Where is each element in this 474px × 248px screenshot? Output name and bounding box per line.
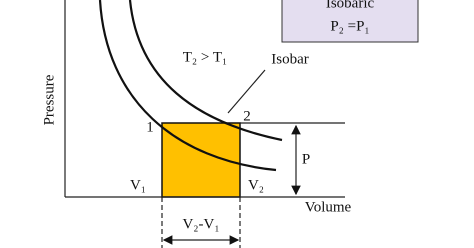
y-axis-label: Pressure (41, 74, 57, 125)
isobar-leader (227, 69, 266, 114)
isotherm-t1 (98, 0, 277, 172)
point-2-label: 2 (243, 108, 251, 124)
point-1-label: 1 (146, 119, 154, 135)
delta-v-label: V₂-V₁ (182, 216, 219, 232)
v2-label: V₂ (248, 177, 264, 193)
v1-label: V₁ (130, 177, 146, 193)
box-equation: P₂ =P₁ (330, 18, 369, 34)
legend-box (281, 0, 419, 43)
box-title: Isobaric (326, 0, 375, 11)
temperature-label: T₂ > T₁ (183, 49, 227, 65)
pressure-label: P (302, 151, 310, 167)
isobar-label: Isobar (271, 51, 309, 67)
x-axis-label: Volume (305, 199, 352, 215)
isotherm-t2 (128, 0, 283, 142)
